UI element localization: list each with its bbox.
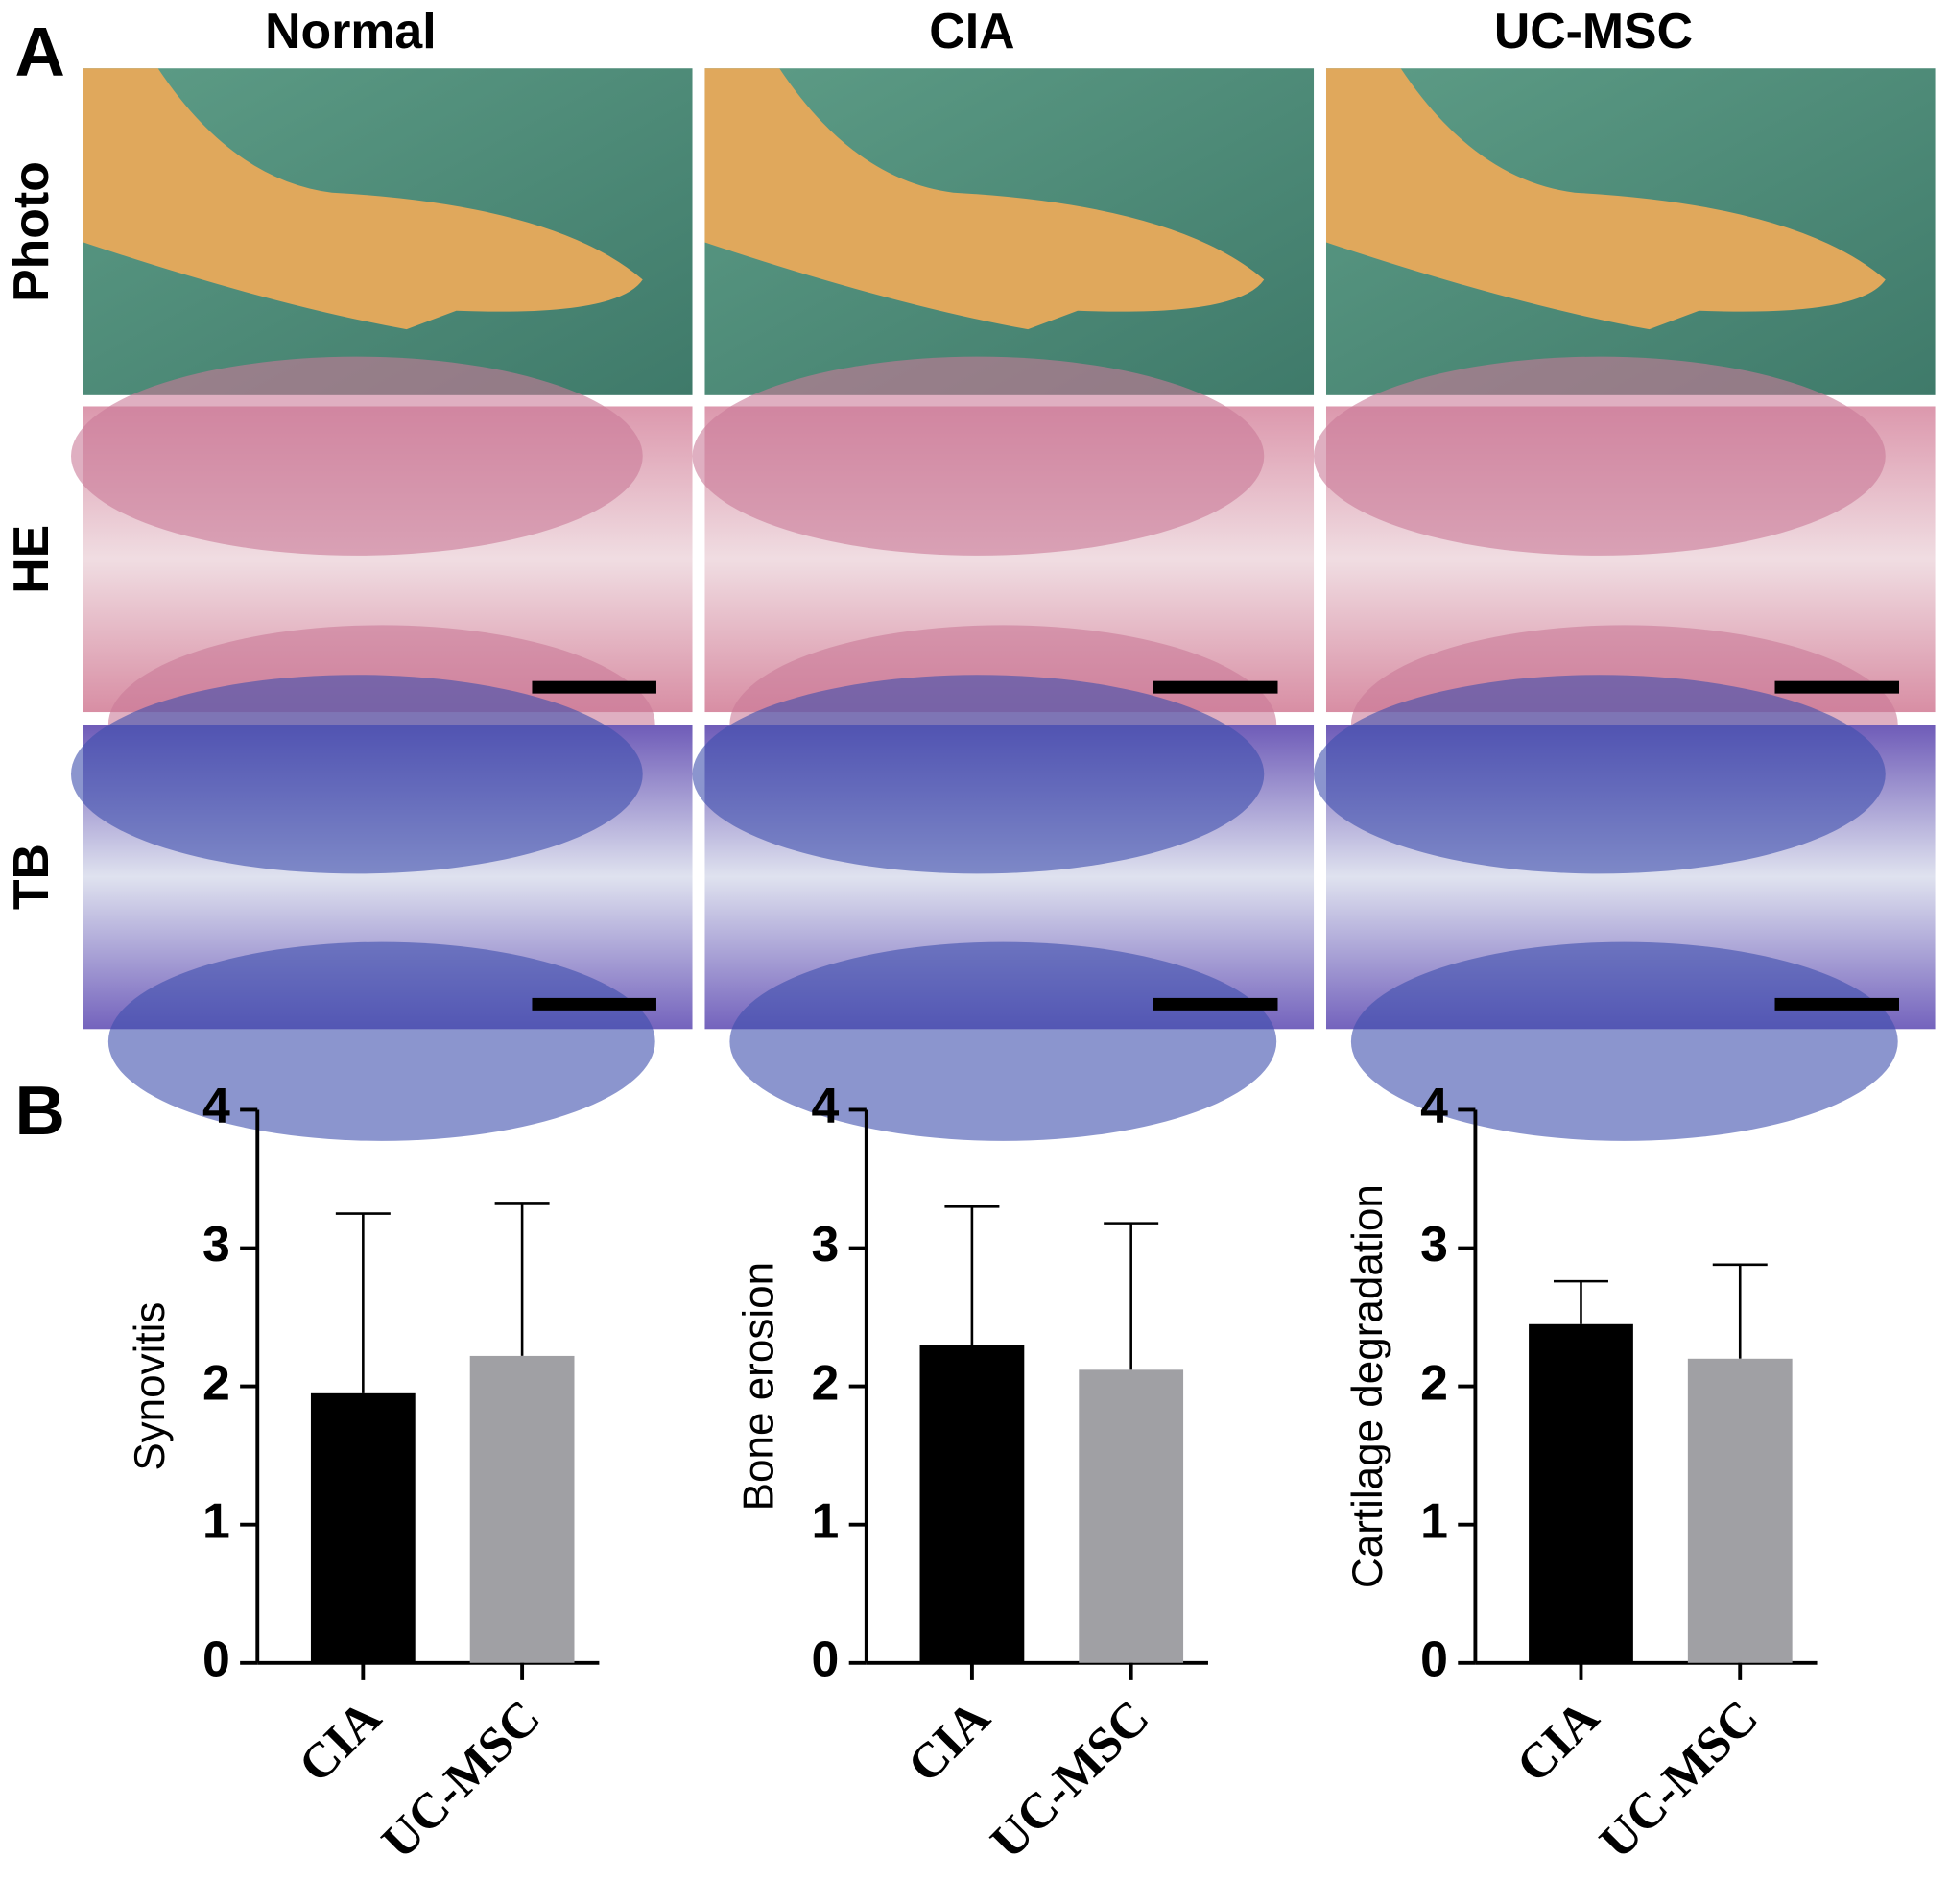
scale-bar: [532, 997, 656, 1011]
y-tick-label: 0: [1420, 1630, 1448, 1686]
tissue: [729, 941, 1277, 1141]
paw: [1325, 68, 1886, 330]
tissue: [1314, 356, 1886, 556]
y-tick-label: 1: [202, 1492, 230, 1548]
column-header: UC-MSC: [1494, 3, 1693, 59]
y-tick-label: 0: [812, 1630, 840, 1686]
row-label: TB: [3, 844, 59, 910]
y-tick-label: 0: [202, 1630, 230, 1686]
y-tick-label: 1: [1420, 1492, 1448, 1548]
tissue: [1314, 675, 1886, 874]
bar: [1529, 1323, 1633, 1663]
y-tick-label: 2: [1420, 1354, 1448, 1410]
paw: [704, 68, 1265, 330]
y-tick-label: 1: [812, 1492, 840, 1548]
y-tick-label: 3: [202, 1216, 230, 1272]
panel-label: B: [14, 1072, 64, 1150]
tissue: [71, 675, 643, 874]
row-label: Photo: [3, 161, 59, 302]
y-tick-label: 3: [812, 1216, 840, 1272]
tissue: [107, 941, 655, 1141]
column-header: Normal: [265, 3, 436, 59]
bar: [919, 1345, 1025, 1663]
bar: [469, 1355, 575, 1663]
y-axis-label: Bone erosion: [736, 1262, 783, 1511]
x-tick-label: UC-MSC: [981, 1690, 1160, 1869]
y-axis-label: Cartilage degradation: [1344, 1184, 1391, 1588]
scale-bar: [1153, 680, 1278, 694]
y-tick-label: 2: [812, 1354, 840, 1410]
y-tick-label: 4: [202, 1078, 230, 1133]
scale-bar: [1774, 680, 1900, 694]
panel-label: A: [14, 13, 64, 91]
y-axis-label: Synovitis: [127, 1302, 174, 1471]
paw: [83, 68, 643, 330]
bar: [1687, 1358, 1793, 1663]
y-tick-label: 4: [812, 1078, 840, 1133]
bar: [1079, 1369, 1184, 1663]
tissue: [71, 356, 643, 556]
x-tick-label: CIA: [289, 1690, 392, 1794]
y-tick-label: 4: [1420, 1078, 1448, 1133]
x-tick-label: UC-MSC: [1589, 1690, 1769, 1869]
scale-bar: [532, 680, 656, 694]
x-tick-label: UC-MSC: [371, 1690, 551, 1869]
scale-bar: [1153, 997, 1278, 1011]
tissue: [692, 356, 1265, 556]
tissue: [692, 675, 1265, 874]
y-tick-label: 3: [1420, 1216, 1448, 1272]
column-header: CIA: [929, 3, 1014, 59]
x-tick-label: CIA: [897, 1690, 1001, 1794]
y-tick-label: 2: [202, 1354, 230, 1410]
bar: [310, 1392, 416, 1663]
x-tick-label: CIA: [1507, 1690, 1610, 1794]
row-label: HE: [3, 525, 59, 594]
tissue: [1350, 941, 1898, 1141]
scale-bar: [1774, 997, 1900, 1011]
